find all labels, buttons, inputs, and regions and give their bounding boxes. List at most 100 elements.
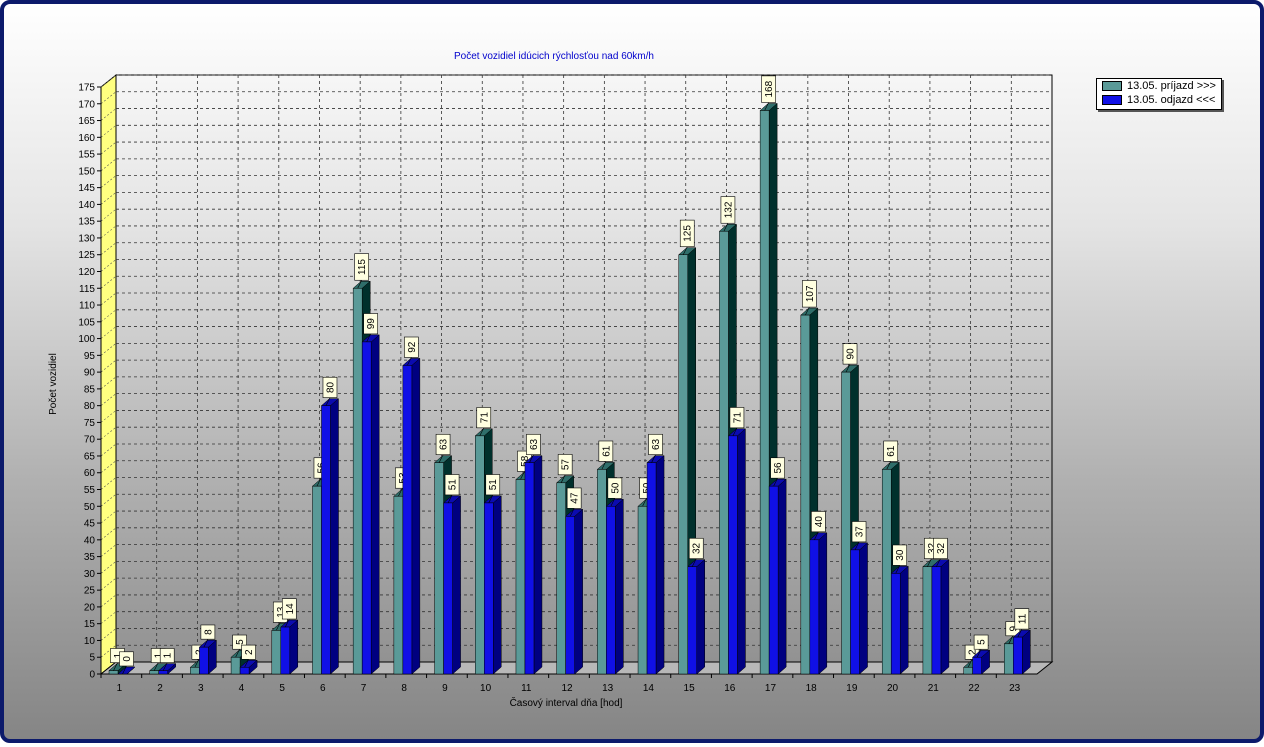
y-tick-label: 100	[78, 334, 95, 345]
data-label: 13	[276, 606, 287, 618]
data-label-leader	[153, 662, 159, 671]
data-label-box	[322, 376, 338, 398]
bar-side	[452, 495, 461, 675]
data-label-leader	[407, 357, 412, 366]
bar-side	[289, 619, 299, 675]
data-label-leader	[976, 649, 982, 658]
bar	[361, 341, 372, 675]
bar-side	[493, 495, 502, 675]
bar	[922, 566, 933, 675]
data-label: 2	[244, 649, 255, 655]
data-label-box	[404, 336, 419, 358]
data-label-leader	[398, 488, 403, 497]
gridline-side	[100, 343, 117, 356]
data-label-box	[159, 648, 175, 663]
x-tick-label: 2	[157, 683, 163, 694]
data-label: 32	[927, 542, 938, 554]
gridline-side	[100, 494, 117, 507]
legend-swatch-departure	[1102, 95, 1122, 105]
x-tick-label: 14	[643, 683, 655, 694]
y-tick-label: 60	[84, 468, 96, 479]
bar	[597, 469, 607, 675]
x-tick-label: 11	[521, 683, 532, 694]
data-label: 47	[570, 492, 581, 504]
data-label-box	[281, 598, 297, 620]
data-label-leader	[479, 427, 485, 436]
plot-back-wall	[115, 74, 1053, 663]
gridline-side	[100, 611, 117, 624]
y-tick-label: 170	[78, 99, 95, 110]
bar	[646, 462, 657, 675]
x-tick-label: 8	[401, 683, 407, 694]
bar-side	[330, 398, 339, 675]
data-label-box	[729, 407, 745, 429]
data-label-leader	[895, 565, 900, 574]
data-label: 1	[163, 652, 174, 658]
data-label: 57	[561, 459, 572, 471]
legend-item-arrival: 13.05. príjazd >>>	[1097, 79, 1221, 93]
y-tick-label: 75	[84, 418, 96, 429]
data-label-box	[761, 75, 776, 103]
data-label: 32	[692, 542, 703, 554]
chart-title: Počet vozidiel idúcich rýchlosťou nad 60…	[454, 51, 654, 62]
bar	[809, 539, 820, 675]
y-tick-label: 70	[84, 435, 96, 446]
gridline-side	[100, 477, 117, 490]
data-label-leader	[560, 474, 566, 483]
bar-side	[655, 455, 665, 675]
data-label-box	[842, 343, 858, 365]
data-label: 5	[977, 639, 988, 645]
data-label: 1	[154, 652, 165, 658]
gridline-side	[100, 74, 117, 88]
gridline-side	[100, 292, 117, 306]
data-label: 51	[448, 479, 459, 491]
data-label-box	[435, 433, 451, 455]
y-tick-label: 20	[84, 602, 96, 613]
gridline-side	[100, 561, 117, 574]
data-label-leader	[276, 622, 281, 631]
gridline-side	[100, 242, 117, 255]
bar	[963, 667, 973, 675]
data-label: 168	[764, 80, 775, 97]
data-label-leader	[357, 280, 362, 289]
y-tick-label: 175	[78, 83, 95, 94]
bar	[1004, 643, 1014, 675]
data-label: 37	[855, 526, 866, 538]
data-label: 71	[479, 412, 490, 424]
y-tick-label: 5	[89, 653, 95, 664]
bar-side	[411, 357, 421, 675]
x-tick-label: 20	[887, 683, 899, 694]
y-tick-label: 35	[84, 552, 96, 563]
gridline-side	[100, 393, 117, 406]
legend: 13.05. príjazd >>> 13.05. odjazd <<<	[1096, 78, 1222, 110]
data-label: 99	[366, 318, 377, 330]
legend-label-departure: 13.05. odjazd <<<	[1127, 94, 1216, 106]
data-label: 14	[285, 603, 296, 615]
data-label: 90	[846, 348, 857, 360]
data-label-leader	[325, 397, 331, 406]
x-tick-label: 1	[117, 683, 123, 694]
legend-label-arrival: 13.05. príjazd >>>	[1127, 80, 1216, 92]
data-label-box	[851, 521, 867, 543]
data-label-leader	[601, 461, 607, 470]
bar-side	[696, 559, 705, 675]
x-tick-label: 23	[1009, 683, 1021, 694]
gridline-side	[100, 577, 117, 591]
data-label: 107	[805, 285, 816, 302]
bar	[687, 566, 697, 675]
y-tick-label: 40	[84, 535, 96, 546]
bar	[890, 573, 901, 675]
bar	[972, 656, 982, 675]
gridline-side	[100, 208, 117, 222]
y-tick-label: 85	[84, 384, 96, 395]
data-label: 61	[601, 445, 612, 457]
data-label-leader	[203, 639, 209, 648]
gridline-side	[100, 544, 117, 557]
data-label-leader	[682, 246, 688, 255]
y-tick-label: 160	[78, 133, 95, 144]
gridline-side	[100, 91, 117, 105]
bar	[768, 485, 779, 675]
gridline-side	[100, 125, 117, 138]
data-label-leader	[1017, 628, 1023, 638]
